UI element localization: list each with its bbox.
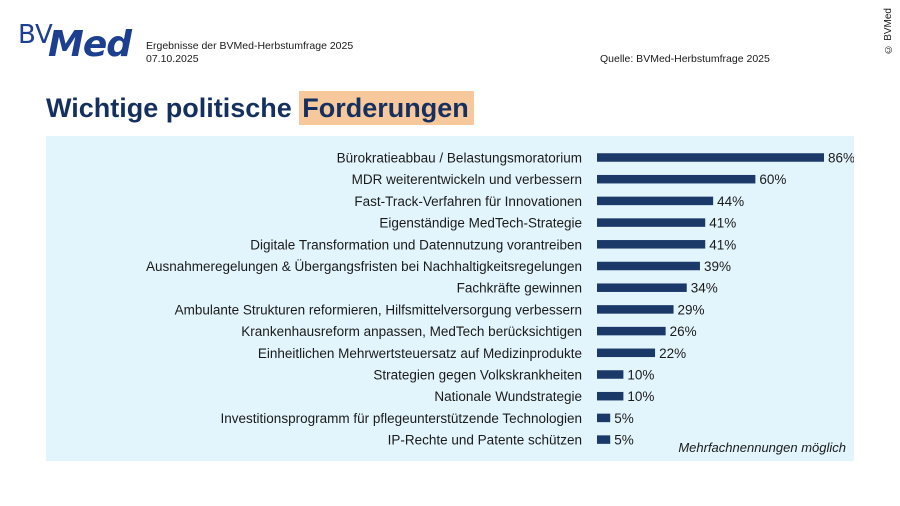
category-label: Ambulante Strukturen reformieren, Hilfsm… xyxy=(175,302,582,317)
value-label: 60% xyxy=(759,172,786,187)
value-label: 5% xyxy=(614,433,634,448)
category-label: Strategien gegen Volkskrankheiten xyxy=(373,368,582,383)
survey-date: 07.10.2025 xyxy=(146,53,199,65)
source-note: Quelle: BVMed-Herbstumfrage 2025 xyxy=(600,53,770,65)
title-text: Wichtige politische xyxy=(46,93,300,123)
category-label: Krankenhausreform anpassen, MedTech berü… xyxy=(241,324,582,339)
category-label: MDR weiterentwickeln und verbessern xyxy=(352,172,582,187)
bar xyxy=(597,370,624,379)
category-label: Bürokratieabbau / Belastungsmoratorium xyxy=(337,151,582,166)
value-label: 10% xyxy=(627,368,654,383)
bar xyxy=(597,413,611,423)
value-label: 22% xyxy=(659,346,686,361)
value-label: 41% xyxy=(709,237,736,252)
value-label: 34% xyxy=(691,281,718,296)
category-label: Investitionsprogramm für pflegeunterstüt… xyxy=(221,411,582,426)
value-label: 29% xyxy=(678,302,705,317)
value-label: 41% xyxy=(709,216,736,231)
bar xyxy=(597,240,706,249)
survey-subtitle: Ergebnisse der BVMed-Herbstumfrage 2025 xyxy=(146,40,354,52)
category-label: Nationale Wundstrategie xyxy=(434,389,582,404)
bar xyxy=(597,305,674,314)
category-label: Fast-Track-Verfahren für Innovationen xyxy=(354,194,582,209)
category-label: Digitale Transformation und Datennutzung… xyxy=(250,237,582,252)
bar xyxy=(597,391,624,401)
bar xyxy=(597,153,824,162)
category-label: Ausnahmeregelungen & Übergangsfristen be… xyxy=(146,259,582,274)
value-label: 26% xyxy=(670,324,697,339)
category-label: Einheitlichen Mehrwertsteuersatz auf Med… xyxy=(258,346,582,361)
bar xyxy=(597,326,666,336)
value-label: 44% xyxy=(717,194,744,209)
category-label: Fachkräfte gewinnen xyxy=(457,281,582,296)
bar xyxy=(597,348,656,358)
bar-chart: Bürokratieabbau / Belastungsmoratorium 86… xyxy=(146,151,854,448)
bar xyxy=(597,261,700,271)
bar xyxy=(597,283,687,292)
chart-panel: Bürokratieabbau / Belastungsmoratorium 86… xyxy=(46,136,854,461)
bar xyxy=(597,218,706,227)
bar xyxy=(597,196,714,206)
page-title: Wichtige politische Forderungen xyxy=(46,91,474,125)
multiple-answers-note: Mehrfachnennungen möglich xyxy=(678,440,846,455)
title-highlight: Forderungen xyxy=(299,91,474,125)
copyright-note: © BVMed xyxy=(883,8,894,55)
logo-bv-text: BV xyxy=(18,20,53,50)
logo-med-text: Med xyxy=(48,24,132,65)
value-label: 5% xyxy=(614,411,634,426)
value-label: 10% xyxy=(627,389,654,404)
bar xyxy=(597,174,756,184)
value-label: 39% xyxy=(704,259,731,274)
value-label: 86% xyxy=(828,151,854,166)
bar xyxy=(597,435,611,444)
category-label: Eigenständige MedTech-Strategie xyxy=(379,216,582,231)
category-label: IP-Rechte und Patente schützen xyxy=(388,433,582,448)
